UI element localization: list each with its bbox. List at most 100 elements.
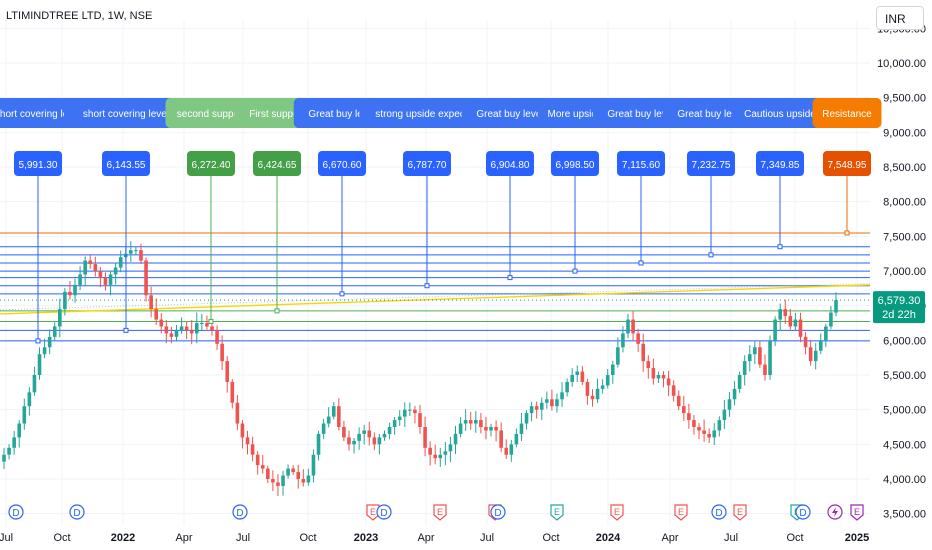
dividend-marker-label: D [12, 508, 19, 519]
candle-body [545, 399, 549, 403]
callout-label-box [731, 98, 829, 128]
y-tick-label: 7,500.00 [883, 231, 926, 243]
candle-body [306, 475, 311, 483]
candle-body [651, 368, 656, 379]
candle-body [626, 319, 630, 334]
candle-body [179, 326, 184, 330]
candle-body [154, 309, 158, 320]
candle-body [271, 479, 275, 483]
x-tick-label: 2024 [596, 532, 621, 544]
candle-body [7, 447, 11, 455]
candle-body [235, 402, 240, 424]
callout-price: 6,272.40 [192, 160, 231, 171]
y-tick-label: 9,000.00 [883, 127, 926, 139]
candle-body [194, 323, 199, 334]
earnings-marker [610, 504, 624, 521]
candle-body [763, 364, 767, 375]
candle-body [215, 329, 219, 344]
candle-body [52, 326, 57, 337]
earnings-marker [550, 504, 564, 521]
callout-label: More upside [547, 109, 602, 120]
candle-body [352, 440, 356, 445]
callout-price: 5,991.30 [19, 160, 58, 171]
y-tick-label: 9,500.00 [883, 93, 926, 105]
candle-body [565, 381, 569, 393]
candle-body [803, 336, 808, 348]
candle-body [260, 465, 265, 469]
dividend-marker [8, 504, 24, 520]
dividend-marker [232, 504, 248, 520]
candle-body [12, 437, 16, 448]
candle-body [529, 406, 534, 414]
y-tick-label: 8,500.00 [883, 162, 926, 174]
candle-body [778, 309, 782, 320]
callout-label-box [461, 98, 559, 128]
callout-label: Cautious upside [744, 109, 816, 120]
candle-body [250, 444, 255, 455]
candle-body [387, 427, 392, 434]
callout-label: Great buy level [476, 109, 543, 120]
earnings-marker-label: E [437, 507, 443, 517]
candle-body [585, 381, 590, 396]
y-tick-label: 5,500.00 [883, 370, 926, 382]
candle-body [631, 319, 635, 334]
candle-body [636, 333, 640, 344]
candle-body [78, 274, 82, 285]
candle-body [17, 423, 22, 438]
candle-body [687, 413, 691, 421]
candle-body [468, 420, 473, 424]
candle-body [808, 347, 813, 362]
currency-selector[interactable]: INR [876, 6, 924, 30]
candle-body [616, 347, 620, 365]
candle-body [818, 340, 823, 351]
callout-label: short covering level [0, 109, 81, 120]
callout-price-box [551, 151, 599, 176]
candle-body [605, 375, 610, 386]
callout-label: Great buy level [677, 109, 744, 120]
callout-price-box [687, 151, 735, 176]
candle-body [164, 326, 169, 334]
candle-body [474, 420, 478, 424]
candle-body [372, 437, 377, 445]
candle-body [296, 472, 301, 479]
earnings-marker [674, 504, 688, 521]
x-tick-label: Jul [236, 532, 250, 544]
candle-body [671, 385, 676, 396]
earnings-marker-label: E [614, 507, 620, 517]
y-tick-label: 4,500.00 [883, 439, 926, 451]
callout-label-box [359, 98, 495, 128]
y-tick-label: 6,000.00 [883, 335, 926, 347]
dividend-marker-label: D [73, 508, 80, 519]
candle-body [550, 399, 554, 407]
candle-body [692, 420, 696, 427]
candle-body [205, 323, 209, 327]
callout-price-box [756, 151, 804, 176]
candle-body [793, 319, 798, 327]
candle-body [747, 354, 752, 362]
dividend-marker-label: D [494, 508, 501, 519]
candle-body [276, 482, 280, 486]
callout-label-box [812, 98, 882, 128]
dividend-marker [711, 504, 727, 520]
candle-body [600, 385, 605, 389]
candle-body [174, 329, 179, 337]
x-tick-label: Oct [786, 532, 803, 544]
candle-body [331, 406, 336, 417]
dividend-marker [69, 504, 85, 520]
earnings-marker-label: E [370, 507, 376, 517]
x-tick-label: 2023 [354, 532, 378, 544]
candle-body [342, 427, 346, 438]
candle-body [169, 333, 174, 337]
callout-price: 6,143.55 [107, 160, 146, 171]
candle-body [590, 395, 595, 400]
callout-anchor [777, 244, 783, 250]
candle-body [337, 406, 341, 427]
candle-body [27, 392, 32, 407]
dividend-marker [795, 504, 811, 520]
candle-body [326, 416, 331, 424]
candle-body [22, 406, 27, 424]
candle-body [438, 454, 443, 459]
callout-anchor [274, 308, 280, 314]
candle-body [220, 343, 224, 362]
